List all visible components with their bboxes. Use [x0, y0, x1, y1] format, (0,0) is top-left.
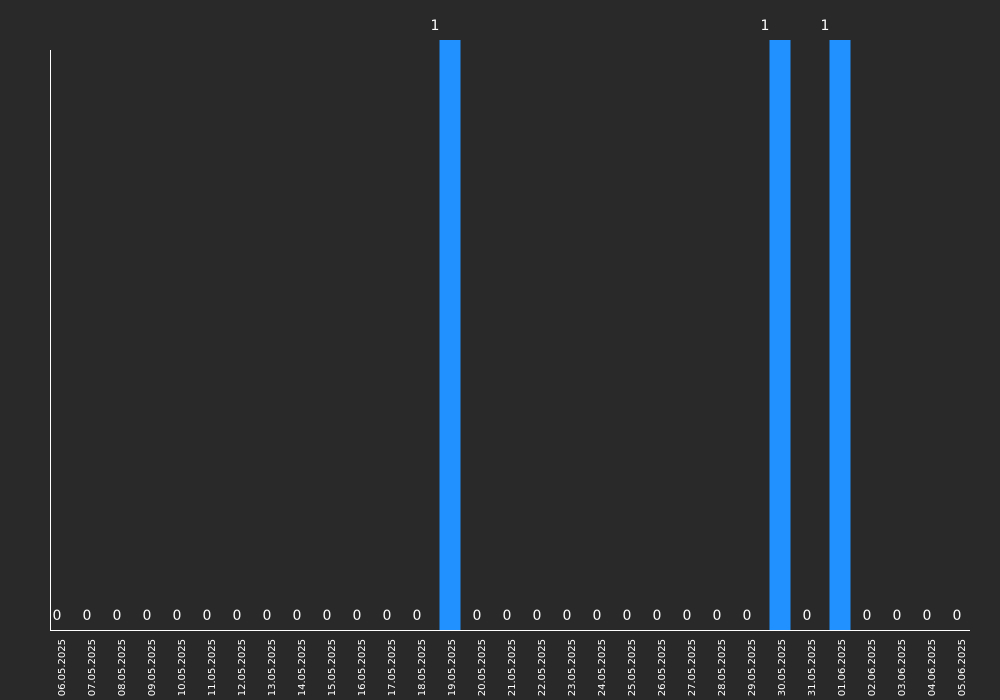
x-tick-label: 23.05.2025 — [567, 639, 578, 696]
x-tick-label: 09.05.2025 — [147, 639, 158, 696]
x-tick-label: 31.05.2025 — [807, 639, 818, 696]
value-label: 0 — [953, 608, 962, 624]
x-tick-label: 19.05.2025 — [447, 639, 458, 696]
value-label: 0 — [593, 608, 602, 624]
value-label: 0 — [263, 608, 272, 624]
x-tick-label: 10.05.2025 — [177, 639, 188, 696]
bars-layer — [439, 40, 851, 630]
x-tick-label: 13.05.2025 — [267, 639, 278, 696]
x-tick-label: 03.06.2025 — [897, 639, 908, 696]
x-tick-label: 22.05.2025 — [537, 639, 548, 696]
value-label: 0 — [473, 608, 482, 624]
value-label: 0 — [923, 608, 932, 624]
value-label: 0 — [173, 608, 182, 624]
value-label: 0 — [413, 608, 422, 624]
value-label: 1 — [431, 18, 440, 34]
x-tick-label: 29.05.2025 — [747, 639, 758, 696]
bar-01.06.2025 — [829, 40, 851, 630]
value-label: 1 — [761, 18, 770, 34]
x-tick-label: 12.05.2025 — [237, 639, 248, 696]
x-tick-label: 16.05.2025 — [357, 639, 368, 696]
x-tick-label: 15.05.2025 — [327, 639, 338, 696]
value-label: 0 — [893, 608, 902, 624]
axes-layer — [50, 50, 970, 631]
x-tick-label: 21.05.2025 — [507, 639, 518, 696]
value-label: 0 — [653, 608, 662, 624]
bar-19.05.2025 — [439, 40, 461, 630]
value-label: 0 — [563, 608, 572, 624]
value-label: 0 — [683, 608, 692, 624]
value-label: 0 — [863, 608, 872, 624]
x-tick-label: 24.05.2025 — [597, 639, 608, 696]
x-tick-label: 27.05.2025 — [687, 639, 698, 696]
value-label: 0 — [803, 608, 812, 624]
value-label: 0 — [533, 608, 542, 624]
value-label: 0 — [113, 608, 122, 624]
x-tick-label: 26.05.2025 — [657, 639, 668, 696]
x-tick-label: 06.05.2025 — [57, 639, 68, 696]
value-label: 0 — [83, 608, 92, 624]
x-tick-label: 01.06.2025 — [837, 639, 848, 696]
value-label: 0 — [623, 608, 632, 624]
x-tick-label: 11.05.2025 — [207, 639, 218, 696]
x-tick-label: 14.05.2025 — [297, 639, 308, 696]
x-tick-labels-layer: 06.05.2025 07.05.2025 08.05.2025 09.05.2025… — [57, 639, 968, 696]
bar-30.05.2025 — [769, 40, 791, 630]
x-tick-label: 02.06.2025 — [867, 639, 878, 696]
x-tick-label: 30.05.2025 — [777, 639, 788, 696]
x-tick-label: 08.05.2025 — [117, 639, 128, 696]
value-label: 0 — [203, 608, 212, 624]
value-label: 0 — [743, 608, 752, 624]
value-label: 0 — [383, 608, 392, 624]
value-label: 0 — [713, 608, 722, 624]
value-label: 0 — [503, 608, 512, 624]
value-label: 0 — [233, 608, 242, 624]
value-label: 0 — [293, 608, 302, 624]
x-tick-label: 04.06.2025 — [927, 639, 938, 696]
x-tick-label: 25.05.2025 — [627, 639, 638, 696]
value-label: 1 — [821, 18, 830, 34]
value-label: 0 — [323, 608, 332, 624]
value-label: 0 — [53, 608, 62, 624]
x-tick-label: 17.05.2025 — [387, 639, 398, 696]
value-label: 0 — [143, 608, 152, 624]
x-tick-label: 07.05.2025 — [87, 639, 98, 696]
x-tick-label: 20.05.2025 — [477, 639, 488, 696]
value-labels-layer: 0 0 0 0 0 0 0 0 0 0 0 0 0 1 0 0 0 0 0 0 0 0 0 0 1 0 1 0 0 0 0 — [53, 18, 962, 624]
x-tick-label: 05.06.2025 — [957, 639, 968, 696]
x-tick-label: 18.05.2025 — [417, 639, 428, 696]
x-tick-label: 28.05.2025 — [717, 639, 728, 696]
value-label: 0 — [353, 608, 362, 624]
